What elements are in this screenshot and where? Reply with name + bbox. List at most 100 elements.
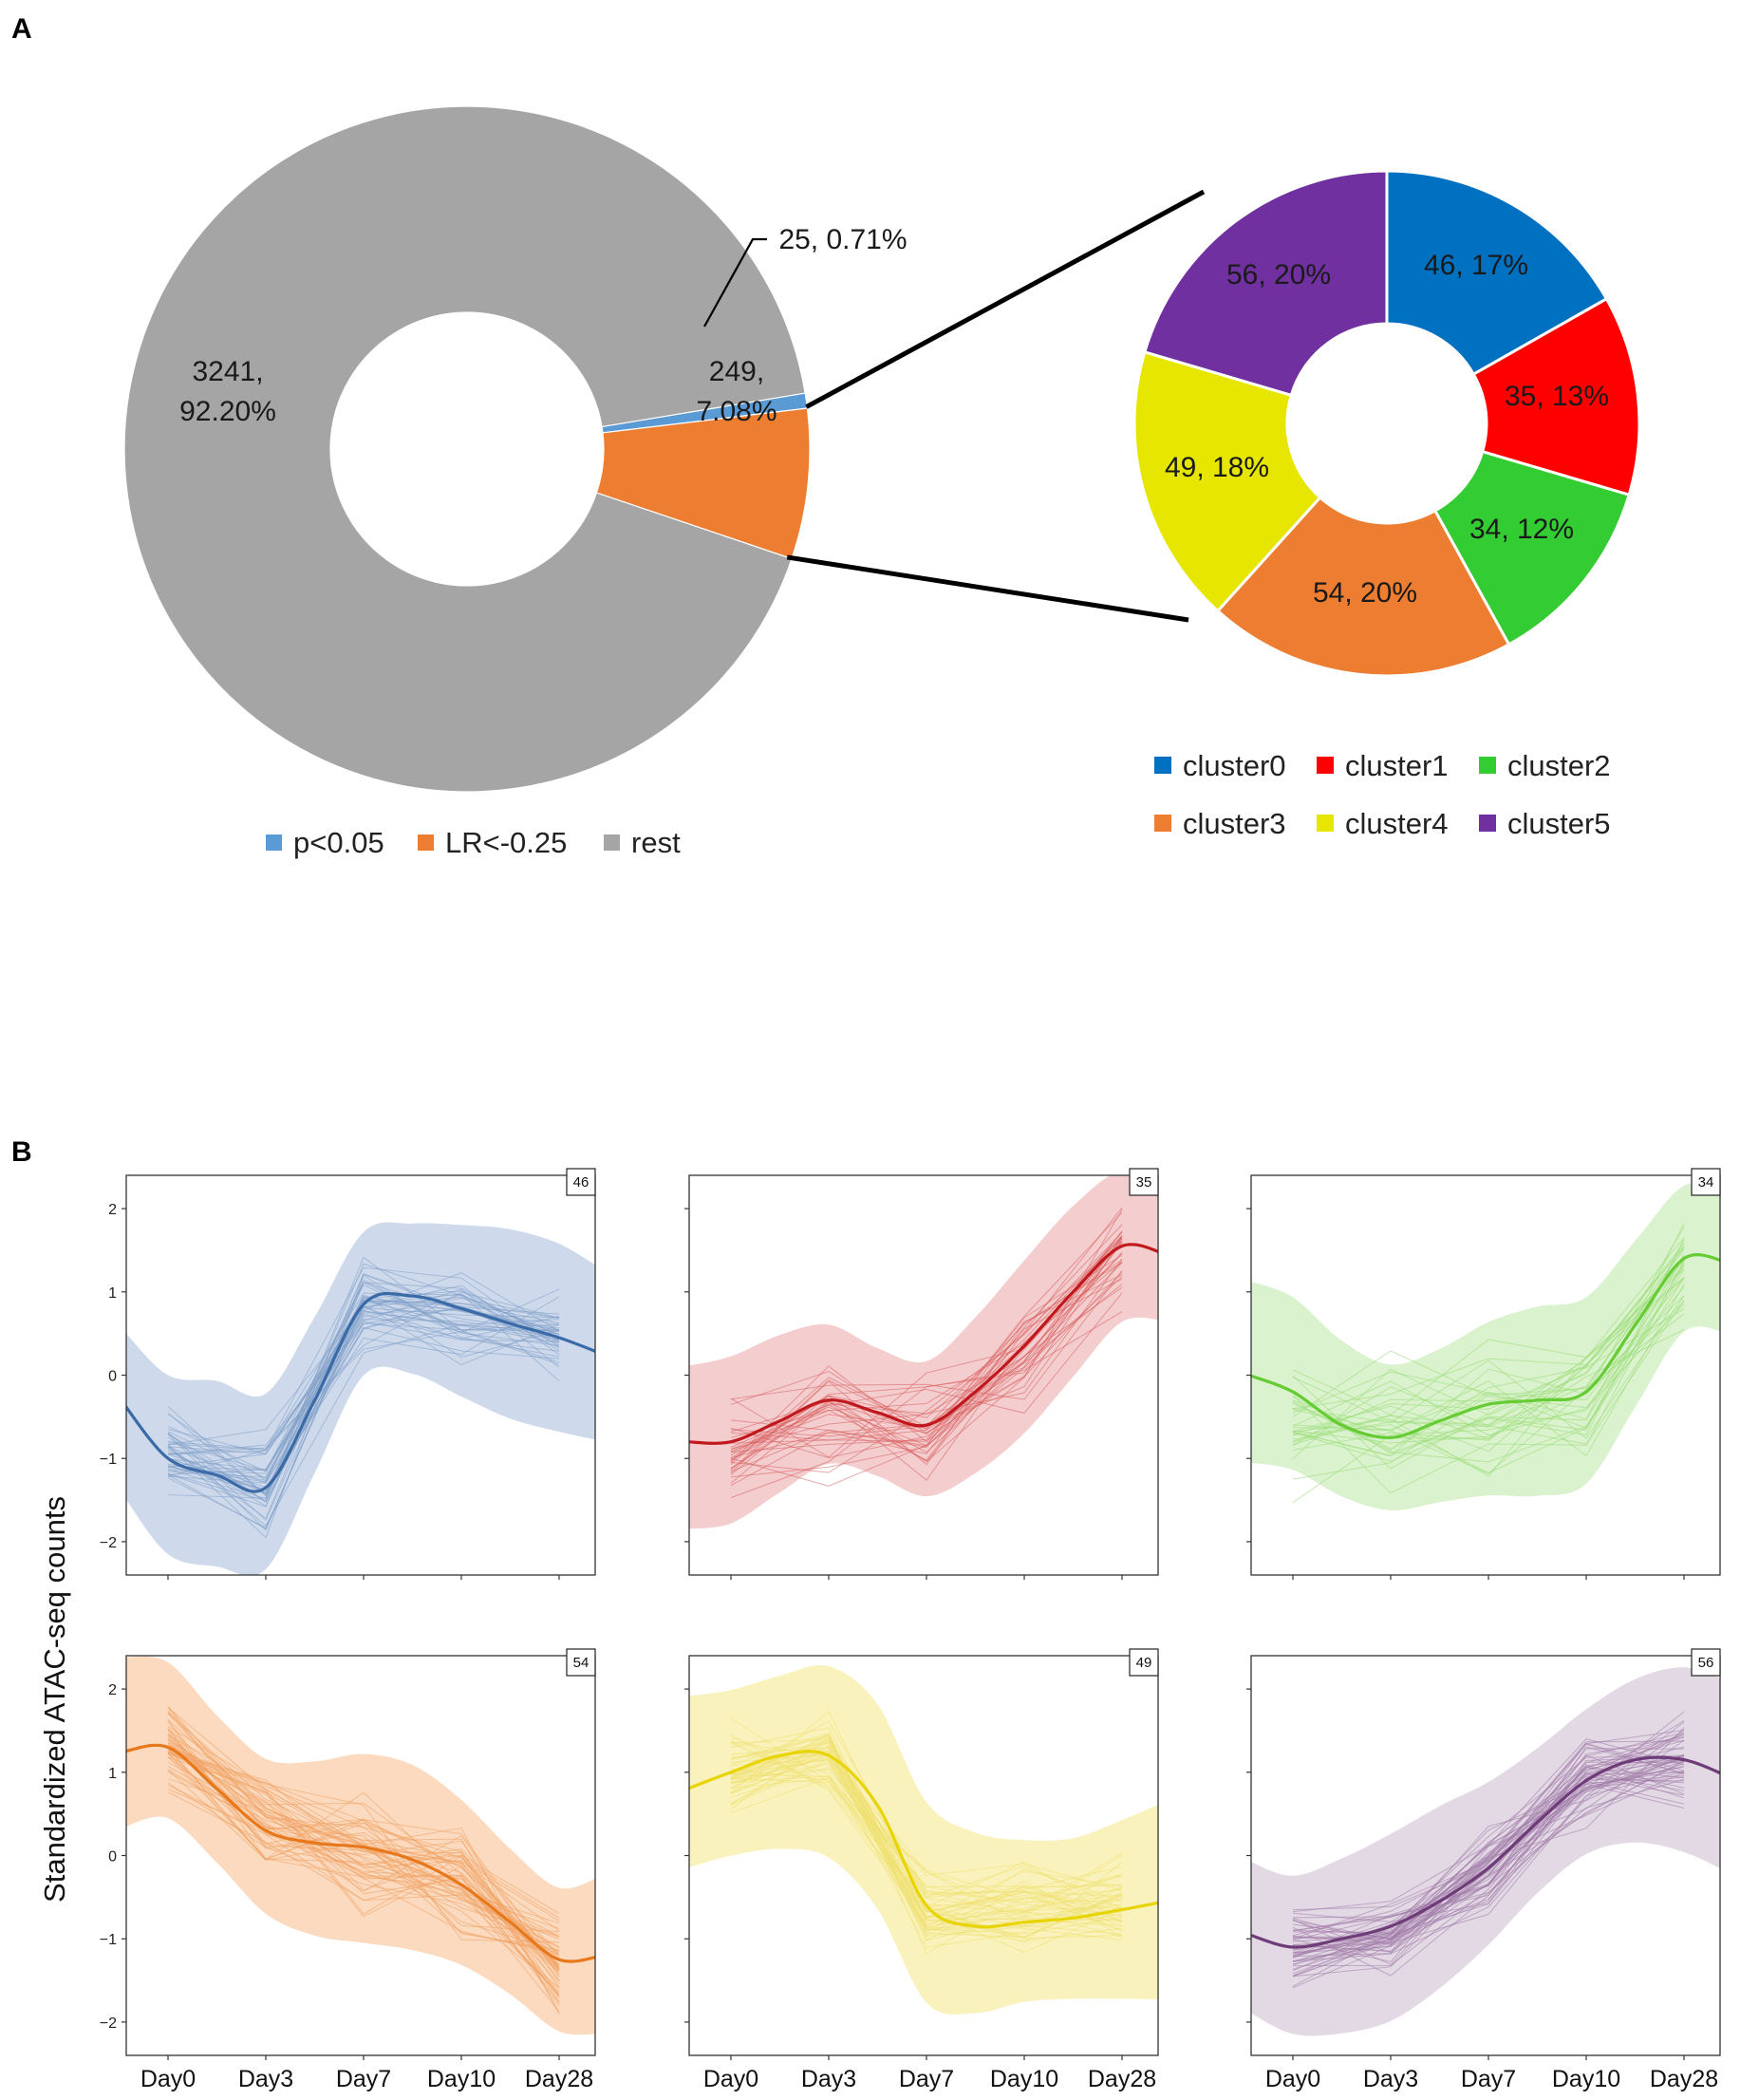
region-line-cluster3 xyxy=(167,1713,560,1937)
connector-lower xyxy=(786,554,1189,623)
cluster-donut-chart: 46, 17% 35, 13% 34, 12% 54, 20% 49, 18% 56, 2… xyxy=(1132,169,1641,678)
region-line-cluster0 xyxy=(167,1306,560,1455)
count-box-cluster3 xyxy=(566,1648,596,1677)
region-line-cluster3 xyxy=(167,1747,560,1919)
zoom-connector-lines xyxy=(786,189,1206,623)
region-line-cluster4 xyxy=(730,1746,1123,1907)
region-line-cluster5 xyxy=(1292,1734,1685,1977)
y-tick-label: 1 xyxy=(108,1285,117,1302)
confidence-band-cluster2 xyxy=(1251,1182,1720,1510)
region-line-cluster3 xyxy=(167,1753,560,1943)
overview-label-p005: 25, 0.71% xyxy=(778,224,907,255)
region-line-cluster1 xyxy=(730,1230,1123,1456)
region-line-cluster5 xyxy=(1292,1721,1685,1944)
region-line-cluster3 xyxy=(167,1752,560,1953)
region-line-cluster5 xyxy=(1292,1763,1685,1911)
region-line-cluster0 xyxy=(167,1284,560,1483)
region-line-cluster3 xyxy=(167,1761,560,1970)
region-line-cluster1 xyxy=(730,1242,1123,1462)
x-tick-label-day0: Day0 xyxy=(140,2066,196,2092)
overview-legend: p<0.05 LR<-0.25 rest xyxy=(266,826,681,859)
cluster-label-cluster1: 35, 13% xyxy=(1505,381,1609,412)
cluster-legend: cluster0 cluster1 cluster2 cluster3 cluster4… xyxy=(1154,749,1611,840)
confidence-band-cluster5 xyxy=(1251,1667,1720,2036)
legend-swatch-cluster2 xyxy=(1479,757,1496,774)
region-line-cluster4 xyxy=(730,1758,1123,1927)
confidence-band-cluster4 xyxy=(689,1664,1158,2015)
trend-line-cluster2 xyxy=(1251,1253,1720,1439)
legend-swatch-cluster1 xyxy=(1317,757,1334,774)
x-tick-label-day7: Day7 xyxy=(899,2066,954,2092)
region-line-cluster0 xyxy=(167,1297,560,1472)
x-tick-label-day28: Day28 xyxy=(1088,2066,1156,2092)
x-tick-label-day0: Day0 xyxy=(1265,2066,1320,2092)
trend-line-cluster3 xyxy=(126,1743,595,1963)
region-line-cluster5 xyxy=(1292,1759,1685,1967)
count-label-cluster1: 35 xyxy=(1136,1174,1152,1191)
plot-area-cluster4 xyxy=(689,1664,1158,2015)
x-tick-label-day10: Day10 xyxy=(1552,2066,1620,2092)
cluster-slice-cluster5 xyxy=(1142,169,1389,398)
region-line-cluster2 xyxy=(1292,1260,1685,1470)
region-line-cluster2 xyxy=(1292,1295,1685,1439)
count-box-cluster1 xyxy=(1129,1168,1159,1196)
cluster-slice-cluster4 xyxy=(1132,349,1322,613)
region-line-cluster0 xyxy=(167,1326,560,1489)
region-line-cluster0 xyxy=(167,1294,560,1479)
region-line-cluster0 xyxy=(167,1330,560,1455)
region-line-cluster2 xyxy=(1292,1329,1685,1440)
plot-area-cluster3 xyxy=(126,1656,595,2035)
region-line-cluster5 xyxy=(1292,1739,1685,1940)
y-tick-label: −1 xyxy=(100,1452,117,1468)
x-tick-label-day28: Day28 xyxy=(525,2066,593,2092)
region-line-cluster3 xyxy=(167,1710,560,2003)
count-box-cluster5 xyxy=(1691,1648,1721,1677)
x-tick-label-day10: Day10 xyxy=(427,2066,496,2092)
x-tick-label-day3: Day3 xyxy=(238,2066,293,2092)
plot-area-cluster0 xyxy=(126,1222,595,1575)
region-line-cluster4 xyxy=(730,1760,1123,1948)
cluster-label-cluster2: 34, 12% xyxy=(1469,514,1574,545)
region-line-cluster1 xyxy=(730,1231,1123,1473)
region-line-cluster5 xyxy=(1292,1740,1685,1957)
region-line-cluster4 xyxy=(730,1753,1123,1939)
region-line-cluster0 xyxy=(167,1256,560,1500)
x-tick-label-day7: Day7 xyxy=(336,2066,391,2092)
legend-label-cluster3: cluster3 xyxy=(1183,807,1286,840)
plot-area-cluster5 xyxy=(1251,1667,1720,2036)
region-line-cluster1 xyxy=(730,1262,1123,1484)
count-label-cluster2: 34 xyxy=(1698,1174,1714,1191)
confidence-band-cluster1 xyxy=(689,1175,1158,1529)
region-line-cluster2 xyxy=(1292,1284,1685,1457)
legend-swatch-lr-0-25 xyxy=(418,834,434,851)
region-line-cluster2 xyxy=(1292,1260,1685,1425)
region-line-cluster0 xyxy=(167,1310,560,1468)
region-line-cluster0 xyxy=(167,1273,560,1499)
region-line-cluster0 xyxy=(167,1306,560,1446)
cluster-slice-cluster0 xyxy=(1385,169,1609,377)
region-line-cluster5 xyxy=(1292,1783,1685,1958)
region-line-cluster2 xyxy=(1292,1226,1685,1457)
y-tick-label: 1 xyxy=(108,1766,117,1782)
cluster-label-cluster5: 56, 20% xyxy=(1226,259,1331,291)
region-line-cluster3 xyxy=(167,1729,560,1937)
count-box-cluster0 xyxy=(566,1168,596,1196)
cluster-label-cluster3: 54, 20% xyxy=(1313,577,1417,609)
region-line-cluster5 xyxy=(1292,1742,1685,1989)
region-line-cluster3 xyxy=(167,1741,560,1929)
region-line-cluster4 xyxy=(730,1735,1123,1928)
x-tick-label-day0: Day0 xyxy=(703,2066,758,2092)
region-line-cluster2 xyxy=(1292,1277,1685,1414)
region-line-cluster1 xyxy=(730,1270,1123,1400)
legend-swatch-cluster3 xyxy=(1154,815,1171,832)
y-tick-label: 2 xyxy=(108,1682,117,1698)
region-line-cluster4 xyxy=(730,1733,1123,1942)
panel-b-label: B xyxy=(11,1136,32,1168)
cluster-trend-panels: 46 2 1 0 −1 −2 35210−1−234210−1−2 54 2 1 0 −1 −2 Day0… xyxy=(100,1168,1721,2092)
cluster-slice-cluster1 xyxy=(1471,296,1641,497)
region-line-cluster4 xyxy=(730,1766,1123,1891)
region-line-cluster2 xyxy=(1292,1313,1685,1443)
